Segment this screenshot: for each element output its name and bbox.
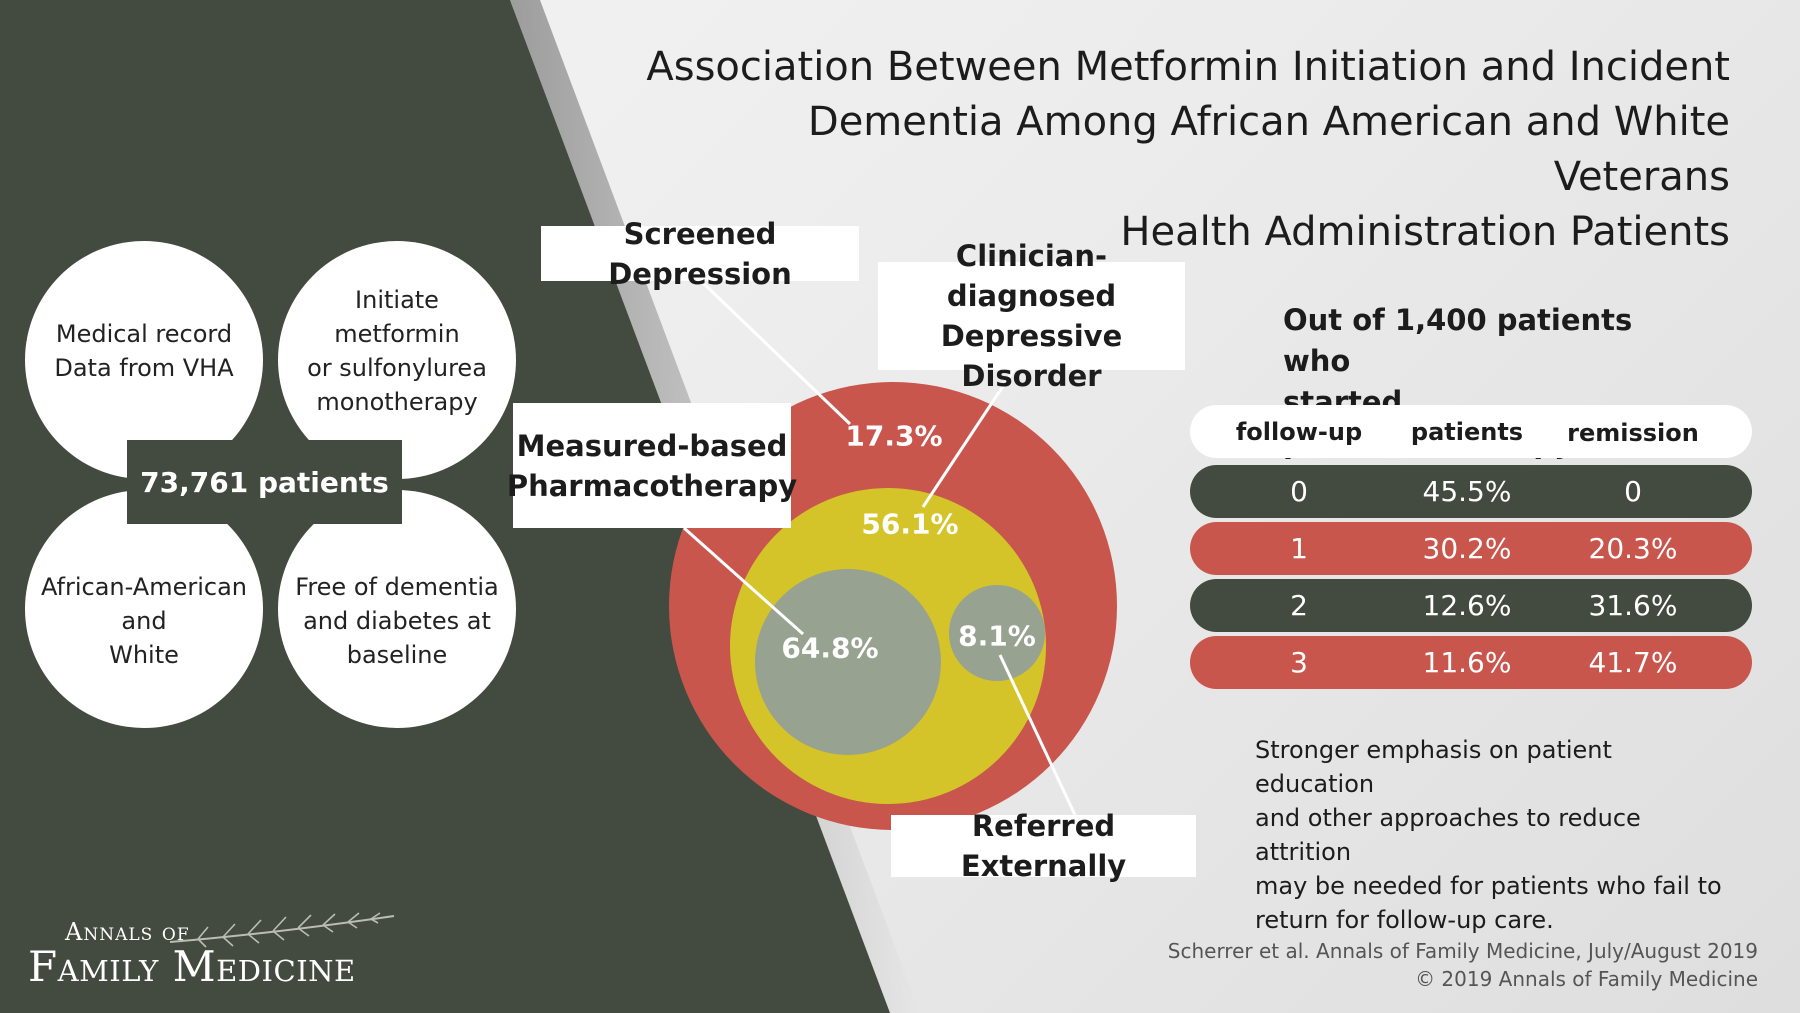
- cell-remission: 41.7%: [1588, 646, 1678, 679]
- pct-measured: 64.8%: [781, 631, 879, 665]
- pct-screened: 17.3%: [845, 419, 943, 453]
- pct-referred: 8.1%: [958, 619, 1036, 653]
- citation-line-1: Scherrer et al. Annals of Family Medicin…: [1167, 939, 1758, 963]
- venn-referred-circle: [949, 585, 1045, 681]
- criteria-circle-medical-record: Medical record Data from VHA: [25, 241, 263, 479]
- criteria-circle-initiate-therapy: Initiate metformin or sulfonylurea monot…: [278, 241, 516, 479]
- header-follow-up: follow-up: [1235, 417, 1363, 446]
- connector-referred: [998, 654, 1077, 816]
- table-row: 1 30.2% 20.3%: [1190, 522, 1752, 575]
- table-row: 0 45.5% 0: [1190, 465, 1752, 518]
- page-title: Association Between Metformin Initiation…: [630, 40, 1730, 260]
- cell-remission: 0: [1624, 475, 1642, 508]
- logo-text-bottom: Family Medicine: [28, 942, 356, 991]
- connector-clinician: [921, 367, 1017, 508]
- table-row: 3 11.6% 41.7%: [1190, 636, 1752, 689]
- label-referred-externally: Referred Externally: [891, 809, 1196, 883]
- title-line-1: Association Between Metformin Initiation…: [646, 44, 1730, 90]
- connector-measured: [683, 526, 804, 636]
- venn-measured-circle: [755, 569, 941, 755]
- citation-line-2: © 2019 Annals of Family Medicine: [1415, 967, 1758, 991]
- cell-patients: 12.6%: [1422, 589, 1512, 622]
- fern-leaf-icon: [169, 912, 395, 948]
- cell-remission: 31.6%: [1588, 589, 1678, 622]
- title-line-3: Health Administration Patients: [1120, 209, 1730, 255]
- cell-remission: 20.3%: [1588, 532, 1678, 565]
- logo-text-top: Annals of: [65, 918, 190, 946]
- pct-clinician: 56.1%: [861, 507, 959, 541]
- table-header-row: follow-up patients remission: [1190, 405, 1752, 458]
- label-screened-depression: Screened Depression: [541, 217, 859, 291]
- cell-patients: 11.6%: [1422, 646, 1512, 679]
- cell-follow-up: 3: [1290, 646, 1308, 679]
- cell-patients: 45.5%: [1422, 475, 1512, 508]
- cell-follow-up: 0: [1290, 475, 1308, 508]
- label-clinician-diagnosed: Clinician-diagnosed Depressive Disorder: [878, 239, 1185, 393]
- title-line-2: Dementia Among African American and Whit…: [807, 99, 1730, 200]
- cell-patients: 30.2%: [1422, 532, 1512, 565]
- connector-screened: [698, 278, 852, 426]
- criteria-circle-free-of-dementia: Free of dementia and diabetes at baselin…: [278, 490, 516, 728]
- citation: Scherrer et al. Annals of Family Medicin…: [1168, 937, 1758, 993]
- criteria-circle-race: African-American and White: [25, 490, 263, 728]
- table-row: 2 12.6% 31.6%: [1190, 579, 1752, 632]
- label-measured-based: Measured-based Pharmacotherapy: [507, 403, 797, 528]
- patients-count-box: 73,761 patients: [127, 440, 402, 524]
- header-patients: patients: [1410, 417, 1524, 446]
- cell-follow-up: 1: [1290, 532, 1308, 565]
- header-remission: remission: [1567, 419, 1699, 447]
- conclusion-note: Stronger emphasis on patient education a…: [1255, 736, 1722, 934]
- cell-follow-up: 2: [1290, 589, 1308, 622]
